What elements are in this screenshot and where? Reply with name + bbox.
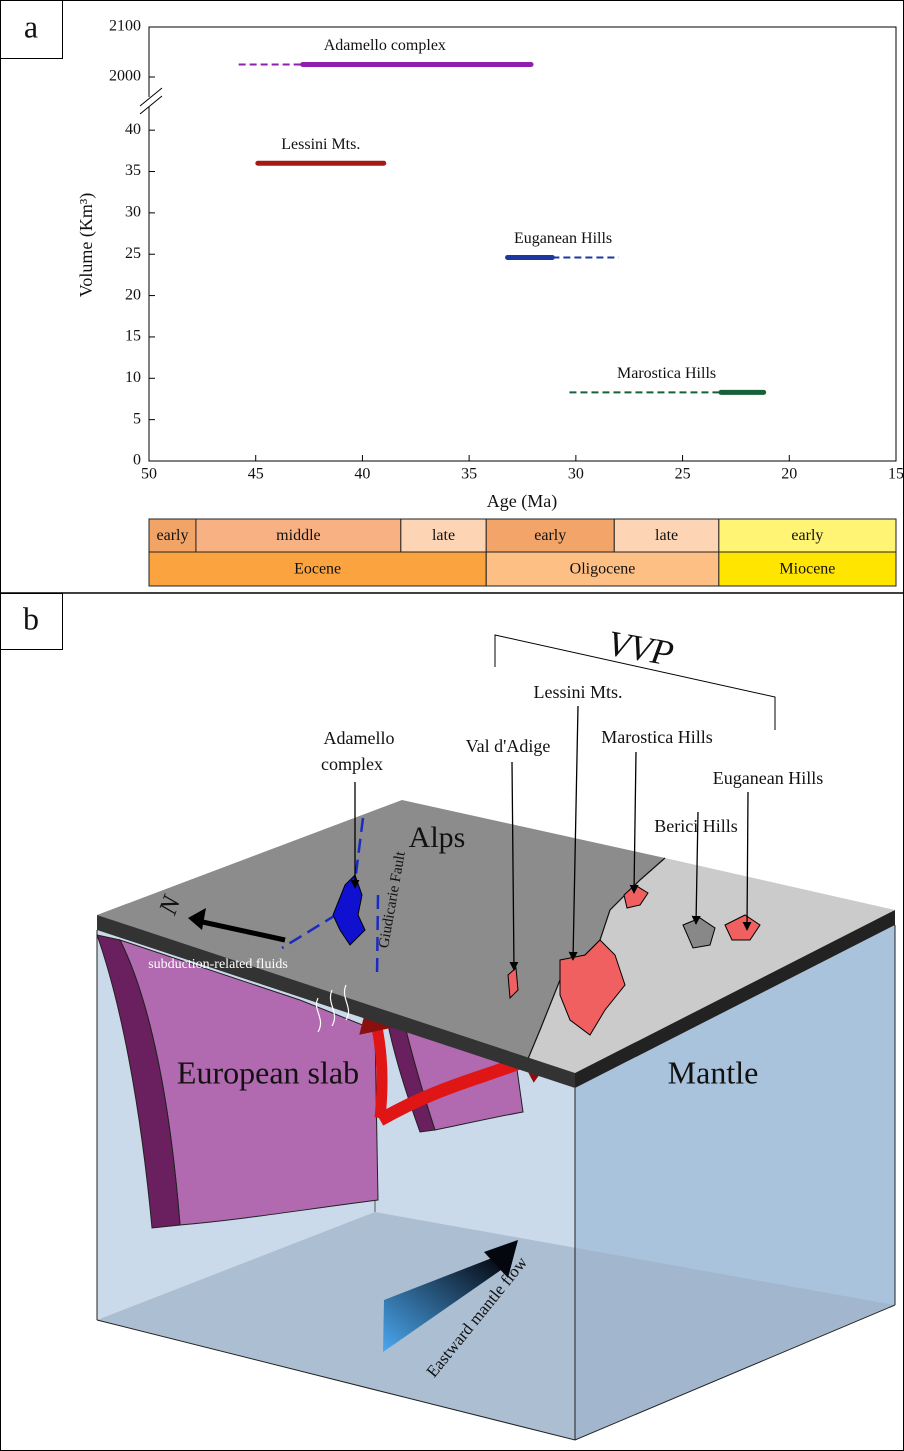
site-label: Euganean Hills bbox=[713, 768, 823, 788]
y-tick-label: 10 bbox=[125, 369, 141, 386]
region-label: Alps bbox=[409, 821, 466, 854]
series-label: Lessini Mts. bbox=[281, 136, 360, 153]
series-label: Euganean Hills bbox=[514, 230, 612, 247]
vvp-label: VVP bbox=[605, 623, 677, 674]
y-tick-label: 2100 bbox=[109, 18, 141, 35]
y-tick-label: 2000 bbox=[109, 68, 141, 85]
site-label: Berici Hills bbox=[654, 816, 738, 836]
slab-label: European slab bbox=[177, 1054, 359, 1090]
y-tick-label: 0 bbox=[133, 452, 141, 469]
stage-label: middle bbox=[276, 527, 320, 544]
figure: a b Age (Ma) Volume (Km³) 50454035302520… bbox=[0, 0, 904, 1451]
x-tick-label: 40 bbox=[354, 466, 370, 483]
y-tick-label: 40 bbox=[125, 121, 141, 138]
y-tick-label: 35 bbox=[125, 162, 141, 179]
site-label: Marostica Hills bbox=[601, 727, 712, 747]
panel-label: a bbox=[24, 8, 38, 44]
site-label: Lessini Mts. bbox=[533, 682, 622, 702]
fluids-label: subduction-related fluids bbox=[148, 957, 288, 972]
page: {"chart_data": {"type": "interval", "pan… bbox=[0, 0, 904, 1451]
chart: Age (Ma) Volume (Km³) 50 45 40 35 30 25 20 15 0 5… bbox=[76, 18, 904, 586]
y-tick-label: 25 bbox=[125, 245, 141, 262]
block-diagram: VVP Lessini Mts. Val d'Adige Marostica H… bbox=[97, 623, 895, 1440]
x-tick-label: 25 bbox=[675, 466, 691, 483]
x-tick-label: 15 bbox=[888, 466, 904, 483]
x-axis-label: Age (Ma) bbox=[487, 491, 557, 512]
y-tick-label: 20 bbox=[125, 286, 141, 303]
stage-label: early bbox=[791, 527, 823, 544]
y-tick-label: 5 bbox=[133, 410, 141, 427]
stage-label: early bbox=[534, 527, 566, 544]
stage-label: late bbox=[655, 527, 678, 544]
y-tick-label: 30 bbox=[125, 204, 141, 221]
x-tick-label: 20 bbox=[781, 466, 797, 483]
site-label: Val d'Adige bbox=[466, 736, 551, 756]
x-tick-label: 50 bbox=[141, 466, 157, 483]
series-label: Marostica Hills bbox=[617, 365, 716, 382]
epoch-label: Miocene bbox=[779, 561, 835, 578]
stage-label: early bbox=[156, 527, 188, 544]
y-axis-label: Volume (Km³) bbox=[76, 193, 97, 298]
panel-label: b bbox=[23, 600, 39, 636]
epoch-label: Oligocene bbox=[570, 561, 636, 578]
site-label: complex bbox=[321, 754, 383, 774]
epoch-label: Eocene bbox=[294, 561, 341, 578]
stage-label: late bbox=[432, 527, 455, 544]
x-tick-label: 45 bbox=[248, 466, 264, 483]
x-tick-label: 30 bbox=[568, 466, 584, 483]
y-tick-label: 15 bbox=[125, 328, 141, 345]
site-label: Adamello bbox=[324, 728, 395, 748]
x-tick-label: 35 bbox=[461, 466, 477, 483]
mantle-label: Mantle bbox=[668, 1054, 759, 1090]
series-label: Adamello complex bbox=[324, 37, 446, 54]
